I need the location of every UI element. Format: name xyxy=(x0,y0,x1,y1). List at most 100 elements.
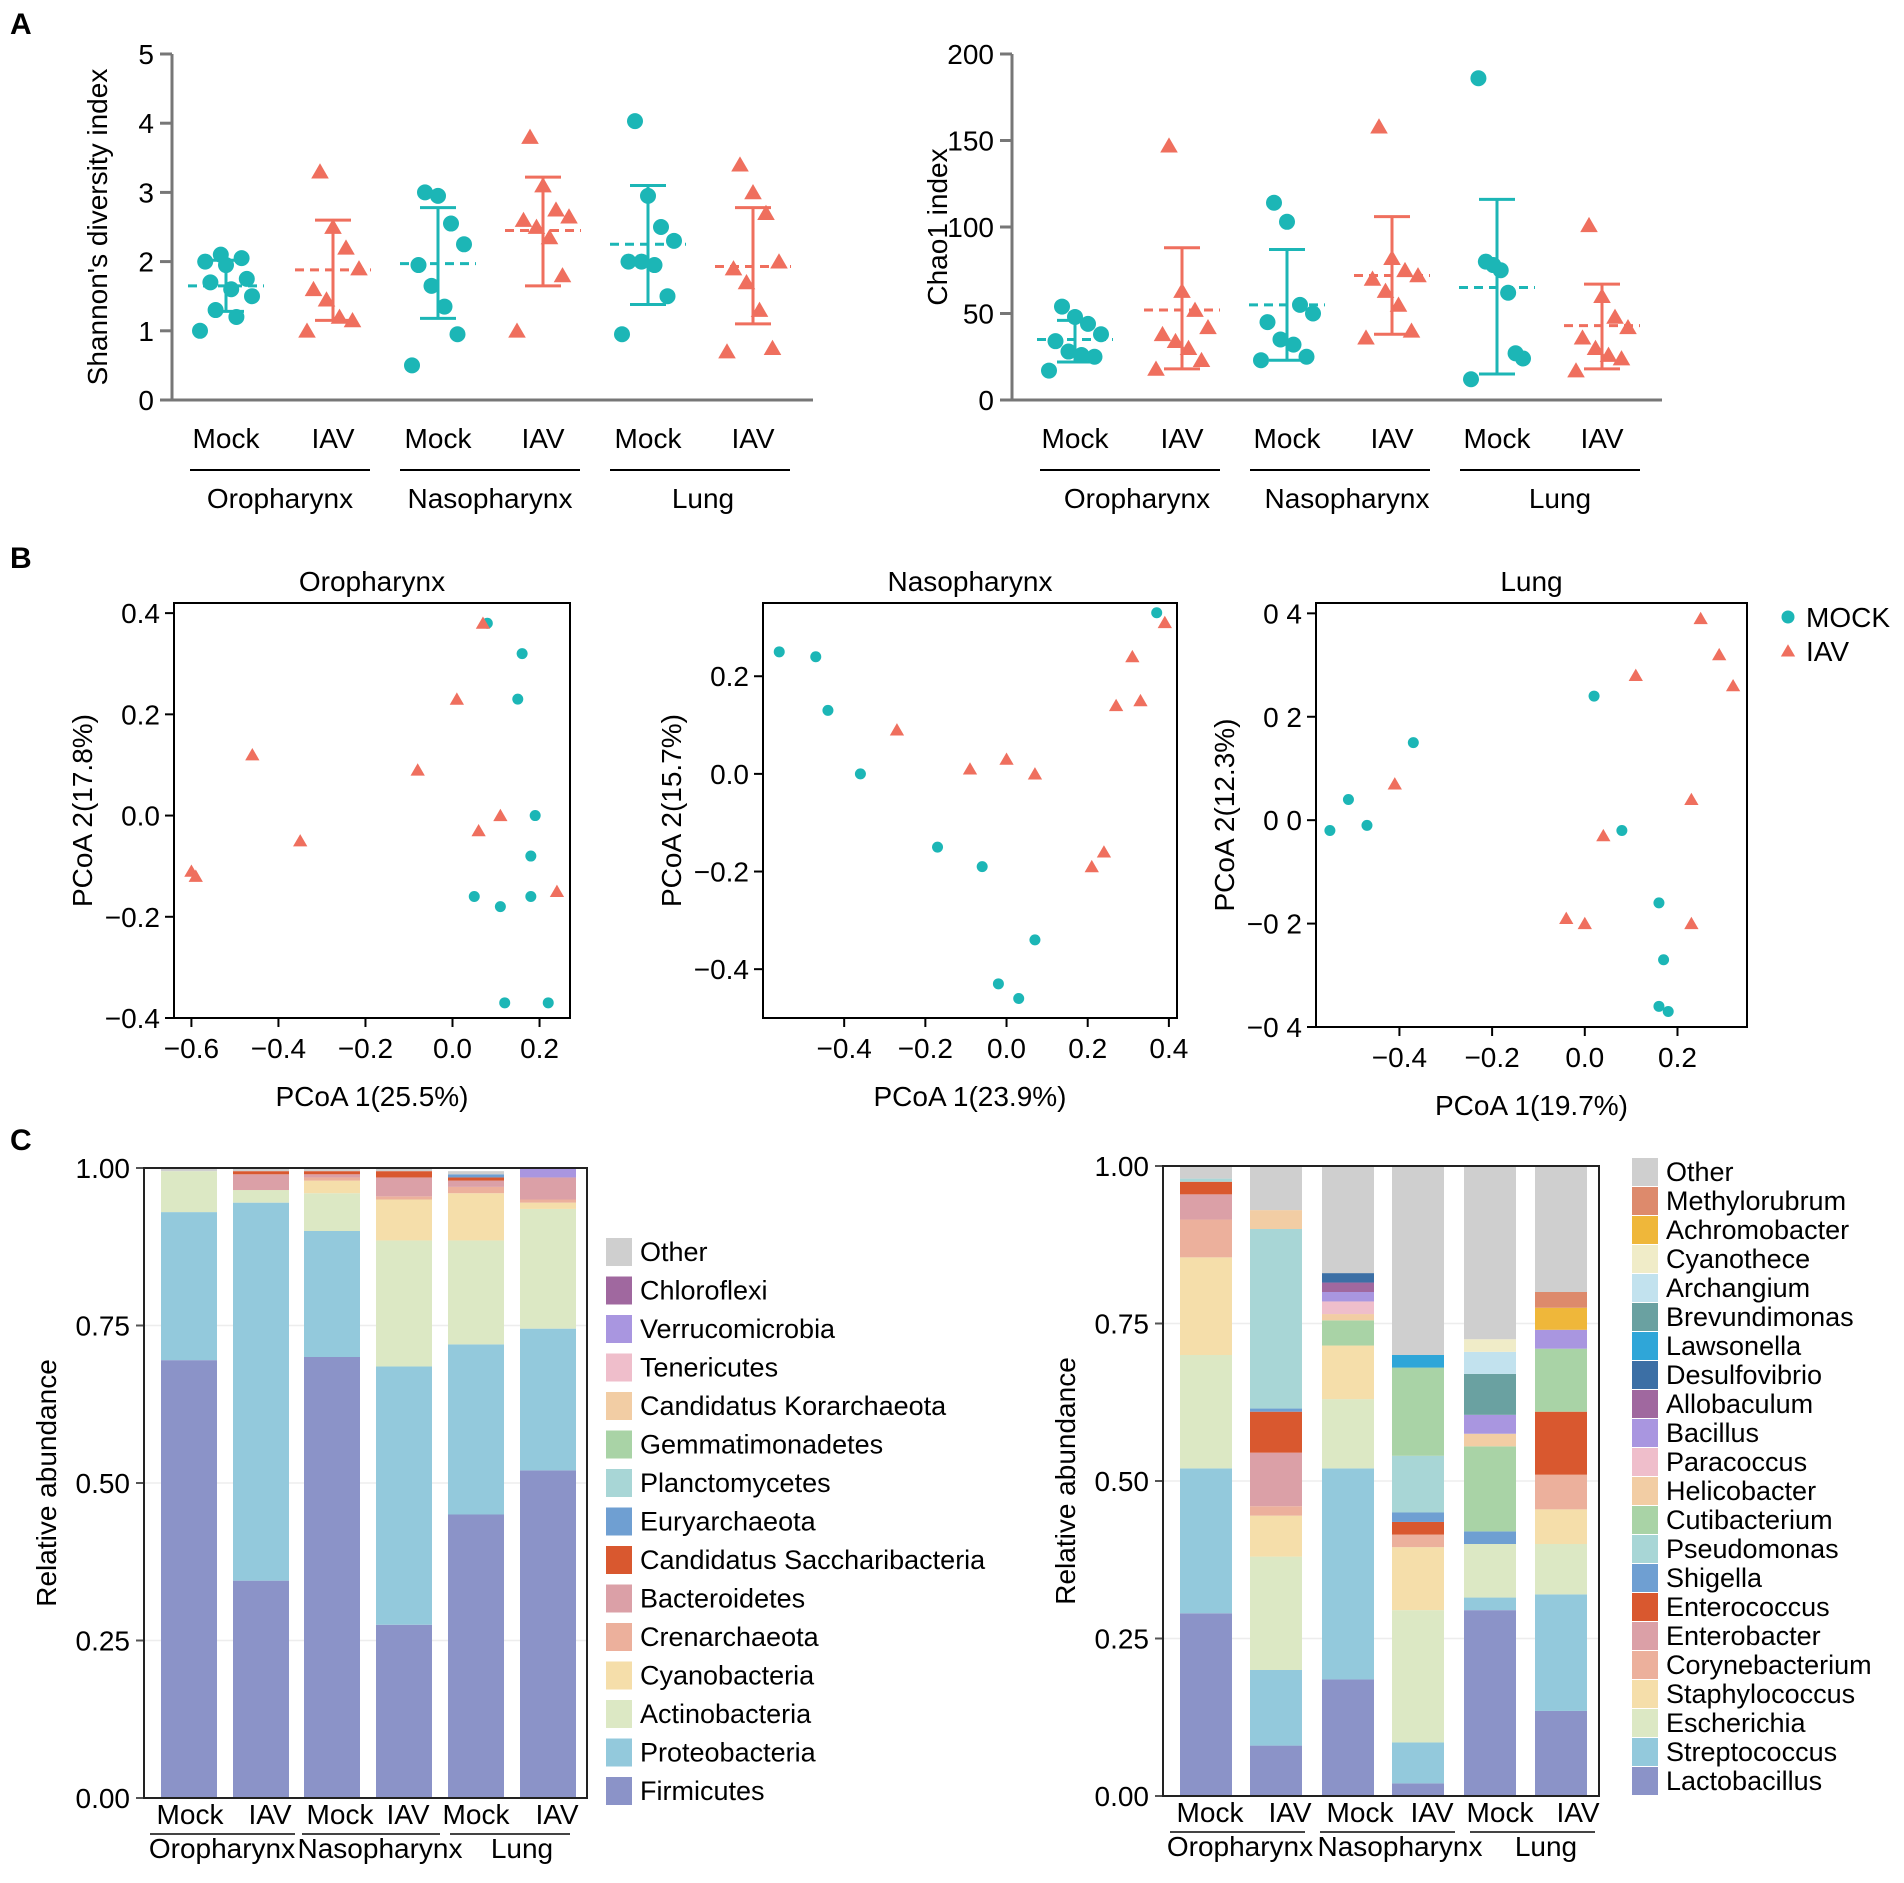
plot-title: Oropharynx xyxy=(299,566,445,597)
data-point xyxy=(1470,70,1487,87)
bar-segment xyxy=(1322,1399,1374,1469)
plot-frame xyxy=(1315,602,1748,1028)
plot-frame xyxy=(173,602,571,1019)
data-point xyxy=(212,246,229,263)
data-point xyxy=(311,163,329,179)
bar-segment xyxy=(1250,1229,1302,1409)
data-point xyxy=(1054,298,1070,315)
mock-point xyxy=(854,768,866,780)
legend-swatch xyxy=(606,1353,632,1382)
legend-swatch xyxy=(606,1584,632,1613)
bar-segment xyxy=(376,1171,432,1178)
data-point xyxy=(1612,350,1631,366)
data-point xyxy=(1580,216,1598,233)
legend-label: Lactobacillus xyxy=(1666,1766,1822,1796)
data-point xyxy=(207,302,224,319)
site-label: Oropharynx xyxy=(149,1833,295,1864)
mock-point xyxy=(1653,897,1665,909)
mock-point xyxy=(468,891,480,903)
site-label: Lung xyxy=(672,483,734,514)
site-label: Nasopharynx xyxy=(298,1833,463,1864)
bar-segment xyxy=(1322,1273,1374,1283)
legend-label: Enterobacter xyxy=(1666,1621,1821,1651)
data-point xyxy=(1298,348,1315,365)
y-tick-label: −0.2 xyxy=(694,857,749,888)
bar-segment xyxy=(1464,1446,1516,1532)
data-point xyxy=(1259,314,1276,331)
legend-swatch xyxy=(606,1276,632,1305)
bar-segment xyxy=(1250,1166,1302,1211)
x-tick-label: −0.6 xyxy=(164,1033,219,1064)
y-tick-label: 0.0 xyxy=(710,759,749,790)
bar-segment xyxy=(304,1171,360,1175)
y-tick-label: 0 4 xyxy=(1263,598,1302,629)
data-point xyxy=(1285,336,1302,353)
group-label: IAV xyxy=(1580,423,1623,454)
bar-segment xyxy=(520,1199,576,1203)
legend-label: Brevundimonas xyxy=(1666,1302,1854,1332)
bar-segment xyxy=(1322,1679,1374,1796)
y-axis-label: Chao1 index xyxy=(922,148,953,305)
iav-point xyxy=(999,752,1014,765)
legend-label: Methylorubrum xyxy=(1666,1186,1846,1216)
group-label: IAV xyxy=(1370,423,1413,454)
bar-segment xyxy=(1464,1610,1516,1796)
iav-point xyxy=(889,723,905,736)
bar-segment xyxy=(376,1177,432,1197)
data-point xyxy=(1153,325,1172,342)
bar-segment xyxy=(304,1357,360,1798)
data-point xyxy=(757,204,775,220)
bar-segment xyxy=(1535,1710,1587,1796)
x-tick-label: −0.4 xyxy=(251,1033,306,1064)
legend-swatch xyxy=(606,1507,632,1536)
data-point xyxy=(456,236,472,253)
legend-label: Staphylococcus xyxy=(1666,1679,1855,1709)
mock-point xyxy=(542,997,554,1009)
bar-segment xyxy=(233,1168,289,1172)
legend-swatch xyxy=(606,1700,632,1728)
iav-point xyxy=(1157,615,1172,629)
bar-segment xyxy=(1250,1506,1302,1516)
y-tick-label: 1.00 xyxy=(1095,1151,1150,1182)
plot-title: Nasopharynx xyxy=(888,566,1053,597)
legend-label: Paracoccus xyxy=(1666,1447,1807,1477)
legend-swatch xyxy=(1632,1506,1658,1534)
legend-label: Desulfovibrio xyxy=(1666,1360,1822,1390)
data-point xyxy=(1086,348,1103,365)
legend-swatch xyxy=(1632,1477,1658,1505)
iav-point xyxy=(245,748,260,761)
iav-point xyxy=(475,616,491,629)
data-point xyxy=(1047,333,1064,350)
bar-segment xyxy=(1464,1166,1516,1340)
x-tick-label: −0.2 xyxy=(338,1033,393,1064)
bar-segment xyxy=(304,1168,360,1172)
data-point xyxy=(1383,249,1401,265)
bar-segment xyxy=(1392,1534,1444,1548)
bar-segment xyxy=(1535,1292,1587,1308)
site-label: Lung xyxy=(491,1833,553,1864)
legend-label: Streptococcus xyxy=(1666,1737,1837,1767)
data-point xyxy=(1173,282,1191,298)
bar-segment xyxy=(1180,1178,1232,1182)
sample-label: Mock xyxy=(157,1799,225,1830)
group-label: Mock xyxy=(1042,423,1110,454)
bar-segment xyxy=(520,1328,576,1471)
site-label: Nasopharynx xyxy=(1318,1831,1483,1862)
iav-point xyxy=(1577,916,1592,930)
data-point xyxy=(337,239,355,255)
y-tick-label: 0.25 xyxy=(1095,1624,1150,1655)
data-point xyxy=(244,288,260,305)
y-tick-label: 0 2 xyxy=(1263,702,1302,733)
iav-point xyxy=(293,834,308,847)
mock-point xyxy=(499,997,511,1009)
y-axis-label: PCoA 2(17.8%) xyxy=(67,714,98,907)
data-point xyxy=(731,156,749,172)
bar-segment xyxy=(304,1180,360,1194)
plot-frame xyxy=(762,602,1178,1019)
bar-segment xyxy=(1392,1355,1444,1368)
legend-swatch xyxy=(1632,1564,1658,1592)
x-axis-label: PCoA 1(25.5%) xyxy=(276,1081,469,1112)
bar-segment xyxy=(520,1208,576,1329)
mock-point xyxy=(992,978,1004,990)
bar-segment xyxy=(1180,1181,1232,1195)
